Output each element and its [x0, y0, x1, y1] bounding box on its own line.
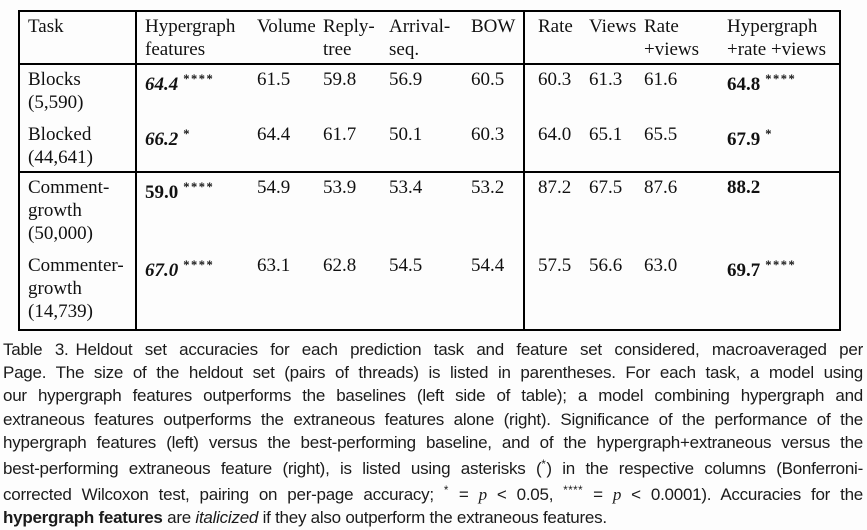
task-cell: Comment- growth (50,000) — [19, 171, 137, 251]
rate-value-cell: 87.2 — [524, 171, 581, 251]
task-cell: Commenter- growth (14,739) — [19, 251, 137, 330]
volume-value-cell: 61.5 — [257, 69, 291, 90]
header-cell-reply-tree: Reply- tree — [315, 11, 381, 65]
rate-views-value-cell: 87.6 — [636, 171, 719, 251]
rate-value-cell: 64.0 — [538, 124, 572, 145]
table-row-blocked: Blocked (44,641) 66.2 * 64.4 61.7 50.1 60… — [19, 120, 840, 172]
bow-value-cell: 60.3 — [463, 120, 525, 172]
caption-line: extraneous features outperforms the extr… — [3, 409, 863, 429]
caption-line: hypergraph features are italicized if th… — [3, 508, 607, 528]
reply-tree-value-cell: 59.8 — [323, 69, 357, 90]
views-value-cell: 61.3 — [589, 69, 623, 90]
results-table: Task Hypergraph features Volume Reply- t… — [18, 10, 841, 331]
rate-views-value-cell: 63.0 — [644, 255, 678, 276]
caption-line: Page. The size of the heldout set (pairs… — [3, 363, 863, 383]
table-row-commenter-growth: Commenter- growth (14,739) 67.0 **** 63.1… — [19, 251, 840, 330]
header-cell-bow: BOW — [463, 11, 525, 65]
bow-value-cell: 60.5 — [463, 64, 525, 120]
header-cell-rate: Rate — [524, 11, 581, 65]
task-cell: Blocks (5,590) — [19, 64, 137, 120]
caption-line: hypergraph features (left) versus the be… — [3, 432, 863, 452]
arrival-seq-value-cell: 53.4 — [381, 171, 463, 251]
hypergraph-rate-views-value-cell: 69.7 **** — [727, 258, 797, 281]
hypergraph-value-cell: 66.2 * — [145, 127, 191, 150]
table-caption: Table 3. Heldout set accuracies for each … — [3, 338, 863, 530]
views-value-cell: 56.6 — [589, 255, 623, 276]
hypergraph-value-cell: 59.0 **** — [136, 171, 249, 251]
bow-value-cell: 53.2 — [463, 171, 525, 251]
views-value-cell: 65.1 — [589, 124, 623, 145]
bow-value-cell: 54.4 — [463, 251, 525, 330]
caption-line: Table 3. Heldout set accuracies for each … — [3, 340, 863, 359]
table-row-blocks: Blocks (5,590) 64.4 **** 61.5 59.8 56.9 6… — [19, 64, 840, 120]
caption-line: corrected Wilcoxon test, pairing on per-… — [3, 485, 863, 505]
reply-tree-value-cell: 61.7 — [323, 124, 357, 145]
arrival-seq-value-cell: 56.9 — [389, 69, 423, 90]
rate-views-value-cell: 65.5 — [644, 124, 678, 145]
volume-value-cell: 64.4 — [257, 124, 291, 145]
rate-value-cell: 57.5 — [538, 255, 572, 276]
header-cell-hypergraph-features: Hypergraph features — [136, 11, 249, 65]
arrival-seq-value-cell: 50.1 — [389, 124, 423, 145]
header-cell-task: Task — [19, 11, 137, 65]
table-row-comment-growth: Comment- growth (50,000) 59.0 **** 54.9 5… — [19, 171, 840, 251]
rate-views-value-cell: 61.6 — [644, 69, 678, 90]
header-row: Task Hypergraph features Volume Reply- t… — [19, 11, 840, 65]
header-cell-arrival-seq: Arrival- seq. — [381, 11, 463, 65]
header-cell-rate-views: Rate +views — [636, 11, 719, 65]
volume-value-cell: 54.9 — [249, 171, 315, 251]
hypergraph-value-cell: 67.0 **** — [145, 258, 215, 281]
volume-value-cell: 63.1 — [257, 255, 291, 276]
arrival-seq-value-cell: 54.5 — [389, 255, 423, 276]
hypergraph-value-cell: 64.4 **** — [145, 72, 215, 95]
caption-line: best-performing extraneous feature (righ… — [3, 459, 863, 479]
hypergraph-rate-views-value-cell: 64.8 **** — [727, 72, 797, 95]
header-cell-views: Views — [581, 11, 636, 65]
rate-value-cell: 60.3 — [538, 69, 572, 90]
hypergraph-rate-views-value-cell: 88.2 — [719, 171, 840, 251]
hypergraph-rate-views-value-cell: 67.9 * — [727, 127, 773, 150]
views-value-cell: 67.5 — [581, 171, 636, 251]
header-cell-hypergraph-rate-views: Hypergraph +rate +views — [719, 11, 840, 65]
reply-tree-value-cell: 53.9 — [315, 171, 381, 251]
header-cell-volume: Volume — [249, 11, 315, 65]
task-cell: Blocked (44,641) — [19, 120, 137, 172]
reply-tree-value-cell: 62.8 — [323, 255, 357, 276]
caption-line: our hypergraph features outperforms the … — [3, 386, 863, 406]
